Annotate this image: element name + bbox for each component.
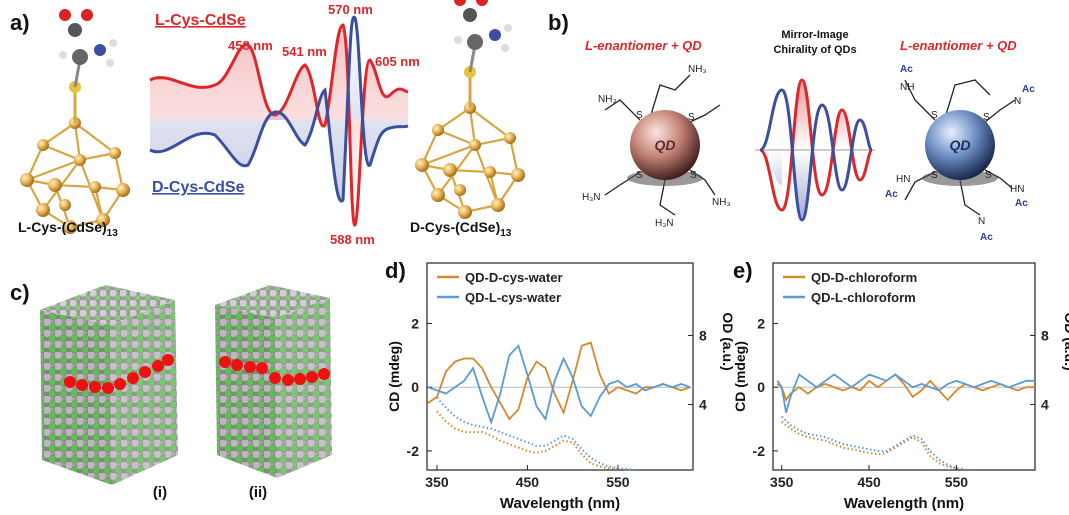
series-line bbox=[436, 396, 637, 471]
chem-label: S bbox=[688, 112, 695, 123]
plot-frame bbox=[772, 262, 1036, 471]
y2-tick-label: 8 bbox=[1041, 327, 1049, 343]
qd-label: QD bbox=[950, 137, 971, 153]
chem-label: Ac bbox=[980, 232, 993, 243]
peak-label: 458 nm bbox=[228, 38, 273, 53]
subpanel-label: (ii) bbox=[249, 484, 267, 501]
quantum-dot bbox=[630, 110, 700, 180]
cd-spectrum-illustration bbox=[149, 15, 409, 227]
quantum-dot bbox=[925, 110, 995, 180]
x-axis-label: Wavelength (nm) bbox=[844, 495, 964, 512]
peak-label: 570 nm bbox=[328, 2, 373, 17]
mirror-wave-illustration bbox=[755, 78, 875, 222]
legend-label: QD-D-chloroform bbox=[811, 270, 917, 285]
peak-label: 605 nm bbox=[375, 54, 420, 69]
chem-label: S bbox=[931, 170, 938, 181]
nanocrystal-model bbox=[215, 285, 332, 478]
panel-title: L-enantiomer + QD bbox=[585, 38, 702, 53]
y-axis-label: CD (mdeg) bbox=[732, 341, 748, 412]
panel-label: c) bbox=[10, 280, 30, 305]
chem-label: Ac bbox=[1022, 84, 1035, 95]
y-tick-label: 0 bbox=[411, 379, 419, 395]
chem-label: NH₃ bbox=[598, 94, 617, 105]
legend-label: QD-D-cys-water bbox=[465, 270, 563, 285]
chem-label: S bbox=[636, 110, 643, 121]
panel-label: d) bbox=[385, 258, 406, 283]
nanocrystal-model bbox=[40, 285, 178, 485]
series-line bbox=[781, 420, 957, 470]
x-tick-label: 350 bbox=[770, 474, 794, 490]
y2-axis-label: OD (a.u.) bbox=[720, 312, 736, 370]
x-tick-label: 450 bbox=[857, 474, 881, 490]
spectrum-label: D-Cys-CdSe bbox=[152, 179, 245, 196]
legend-label: QD-L-chloroform bbox=[811, 290, 916, 305]
panel-label: b) bbox=[548, 10, 569, 35]
x-tick-label: 550 bbox=[945, 474, 969, 490]
y2-tick-label: 4 bbox=[699, 396, 707, 412]
chem-label: S bbox=[983, 112, 990, 123]
x-axis-label: Wavelength (nm) bbox=[500, 495, 620, 512]
chem-label: Ac bbox=[900, 64, 913, 75]
chem-label: HN bbox=[1010, 184, 1024, 195]
y-tick-label: -2 bbox=[407, 443, 420, 459]
y-tick-label: 2 bbox=[757, 316, 765, 332]
ligand-bonds bbox=[604, 74, 1016, 216]
series-line bbox=[776, 373, 1035, 402]
chem-label: H₃N bbox=[582, 192, 601, 203]
panel-title: Chirality of QDs bbox=[773, 44, 856, 56]
cluster-label: D-Cys-(CdSe)13 bbox=[410, 219, 512, 239]
x-tick-label: 350 bbox=[425, 474, 449, 490]
peak-label: 541 nm bbox=[282, 44, 327, 59]
chem-label: Ac bbox=[885, 189, 898, 200]
chem-label: S bbox=[985, 170, 992, 181]
chem-label: N bbox=[1014, 96, 1021, 107]
chem-label: NH₃ bbox=[712, 197, 731, 208]
panel-label: a) bbox=[10, 10, 30, 35]
y2-tick-label: 4 bbox=[1041, 396, 1049, 412]
legend-label: QD-L-cys-water bbox=[465, 290, 561, 305]
chem-label: HN bbox=[896, 174, 910, 185]
series-line bbox=[781, 415, 966, 471]
panel-title: L-enantiomer + QD bbox=[900, 38, 1017, 53]
series-line bbox=[427, 341, 691, 421]
subpanel-label: (i) bbox=[153, 484, 167, 501]
chem-label: H₃N bbox=[655, 218, 674, 229]
chem-label: NH bbox=[900, 82, 914, 93]
chem-label: S bbox=[931, 110, 938, 121]
chem-label: S bbox=[636, 170, 643, 181]
series-line bbox=[776, 373, 1035, 413]
chem-label: NH₃ bbox=[688, 64, 707, 75]
peak-label: 588 nm bbox=[330, 232, 375, 247]
chem-label: S bbox=[690, 170, 697, 181]
cluster-label: L-Cys-(CdSe)13 bbox=[18, 219, 118, 239]
cluster-illustration bbox=[413, 0, 527, 221]
x-tick-label: 450 bbox=[516, 474, 540, 490]
plot-frame bbox=[426, 262, 694, 471]
chem-label: Ac bbox=[1015, 198, 1028, 209]
chem-label: N bbox=[978, 216, 985, 227]
qd-label: QD bbox=[655, 137, 676, 153]
y-tick-label: 0 bbox=[757, 379, 765, 395]
y2-tick-label: 8 bbox=[699, 327, 707, 343]
y-tick-label: -2 bbox=[753, 443, 766, 459]
y-tick-label: 2 bbox=[411, 316, 419, 332]
cluster-illustration bbox=[18, 7, 132, 236]
panel-title: Mirror-Image bbox=[781, 29, 848, 41]
series-line bbox=[436, 410, 618, 471]
series-line bbox=[427, 344, 691, 426]
spectrum-label: L-Cys-CdSe bbox=[155, 12, 246, 29]
x-tick-label: 550 bbox=[606, 474, 630, 490]
y-axis-label: CD (mdeg) bbox=[386, 341, 402, 412]
y2-axis-label: OD (a.u.) bbox=[1062, 312, 1069, 370]
panel-label: e) bbox=[733, 258, 753, 283]
